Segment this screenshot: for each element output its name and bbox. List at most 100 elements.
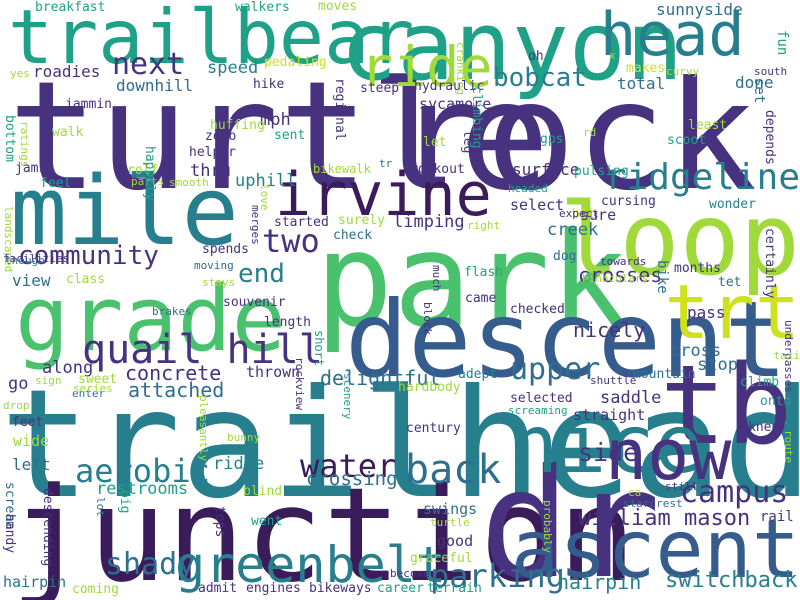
word-rd: rd bbox=[583, 126, 597, 139]
word-done: done bbox=[735, 73, 774, 92]
word-brakes: brakes bbox=[152, 305, 192, 318]
word-headed: headed bbox=[508, 182, 548, 195]
word-facilities: facilities bbox=[3, 252, 70, 265]
word-tr: tr bbox=[379, 157, 393, 170]
word-class: class bbox=[66, 272, 106, 287]
word-downhill: downhill bbox=[116, 76, 194, 95]
word-came: came bbox=[465, 291, 497, 306]
word-scoot: scoot bbox=[667, 133, 707, 148]
word-right: right bbox=[467, 219, 501, 232]
word-pulsing: pulsing bbox=[574, 164, 629, 179]
word-attached: attached bbox=[128, 378, 225, 402]
word-expect: expect bbox=[559, 207, 599, 220]
word-engines: engines bbox=[246, 581, 301, 596]
word-went: went bbox=[251, 514, 283, 529]
word-rolf: rolf bbox=[127, 163, 159, 178]
word-mile: mile bbox=[10, 157, 239, 267]
word-months: months bbox=[674, 261, 721, 276]
word-steep: steep bbox=[360, 81, 400, 96]
word-south: south bbox=[754, 65, 788, 78]
word-dr: dr bbox=[480, 438, 661, 600]
word-checked: checked bbox=[510, 302, 565, 317]
word-surely: surely bbox=[338, 213, 385, 228]
word-irvine: irvine bbox=[275, 160, 492, 230]
word-view: view bbox=[12, 271, 51, 290]
word-thru: thru bbox=[190, 161, 231, 181]
word-workout: workout bbox=[410, 162, 465, 177]
word-ride: ride bbox=[360, 35, 493, 99]
word-stays: stays bbox=[202, 276, 236, 289]
word-park: park bbox=[315, 204, 629, 356]
word-wide: wide bbox=[13, 432, 50, 450]
word-switchback: switchback bbox=[665, 568, 798, 593]
word-series: series bbox=[73, 382, 113, 395]
word-hairpin: hairpin bbox=[3, 573, 67, 591]
word-happily: happily bbox=[142, 146, 157, 201]
word-parking: parking bbox=[430, 557, 565, 595]
word-makes: makes bbox=[626, 61, 666, 76]
word-thrown: thrown bbox=[246, 363, 301, 381]
word-uphill: uphill bbox=[235, 171, 297, 191]
word-bobcat: bobcat bbox=[493, 63, 587, 93]
word-jammin: jammin bbox=[65, 97, 112, 112]
word-moving: moving bbox=[194, 259, 234, 272]
word-drop: drop bbox=[3, 399, 30, 412]
word-x: x bbox=[609, 49, 616, 62]
word-bottom: bottom bbox=[2, 115, 17, 162]
word-saddle: saddle bbox=[600, 388, 662, 408]
word-junction: junction bbox=[10, 459, 637, 600]
word-probably: probably bbox=[541, 500, 554, 553]
word-ridgeline: ridgeline bbox=[604, 157, 800, 198]
word-next: next bbox=[112, 47, 185, 82]
word-feel: feel bbox=[40, 176, 72, 191]
word-walkers: walkers bbox=[235, 0, 290, 15]
word-blind: blind bbox=[243, 484, 283, 499]
word-trt: trt bbox=[664, 268, 800, 356]
word-canyon: canyon bbox=[340, 0, 684, 102]
word-zero: zero bbox=[205, 129, 237, 144]
word-certainly: certainly bbox=[762, 228, 777, 299]
word-aerobic: aerobic bbox=[75, 452, 210, 490]
word-wonder: wonder bbox=[709, 197, 756, 212]
word-admit: admit bbox=[198, 581, 238, 596]
word-jams: jams bbox=[15, 161, 47, 176]
word-merges: merges bbox=[249, 205, 262, 245]
word-ascent: ascent bbox=[511, 503, 800, 596]
word-scenery: scenery bbox=[341, 373, 354, 420]
word-towards: towards bbox=[600, 255, 647, 268]
word-tet: tet bbox=[718, 275, 742, 290]
word-loop: loop bbox=[559, 181, 800, 298]
word-depends: depends bbox=[762, 110, 777, 165]
word-cranking: cranking bbox=[454, 42, 467, 95]
word-turtle: turtle bbox=[430, 516, 470, 529]
word-onto: onto bbox=[760, 394, 792, 409]
word-curvy: curvy bbox=[666, 65, 700, 78]
word-parts: parts bbox=[131, 175, 165, 188]
word-side: side bbox=[578, 438, 639, 467]
word-sure: sure bbox=[580, 206, 617, 224]
word-now: now bbox=[605, 414, 732, 496]
word-rockview: rockview bbox=[293, 357, 306, 410]
word-pass: pass bbox=[687, 303, 726, 322]
word-gps: gps bbox=[540, 132, 564, 147]
word-route: route bbox=[782, 430, 795, 464]
word-sent: sent bbox=[274, 128, 306, 143]
word-limping: limping bbox=[393, 212, 465, 232]
word-taxi: taxi bbox=[773, 349, 800, 362]
word-mph: mph bbox=[260, 110, 291, 130]
word-mountain: mountain bbox=[633, 367, 696, 382]
word-bunny: bunny bbox=[227, 431, 261, 444]
word-cursing: cursing bbox=[601, 194, 656, 209]
word-let: let bbox=[423, 135, 447, 150]
word-ca: ca bbox=[628, 486, 642, 499]
word-upper: upper bbox=[510, 352, 601, 387]
word-graceful: graceful bbox=[410, 551, 473, 566]
word-flash: flash bbox=[464, 265, 504, 280]
word-souvenir: souvenir bbox=[223, 295, 286, 310]
word-stop: stop bbox=[697, 355, 738, 375]
word-century: century bbox=[406, 421, 461, 436]
word-though: though bbox=[5, 254, 45, 267]
word-sunnyside: sunnyside bbox=[656, 0, 743, 19]
word-william-mason: william mason bbox=[578, 506, 751, 531]
word-quail-hill: quail hill bbox=[82, 327, 323, 373]
